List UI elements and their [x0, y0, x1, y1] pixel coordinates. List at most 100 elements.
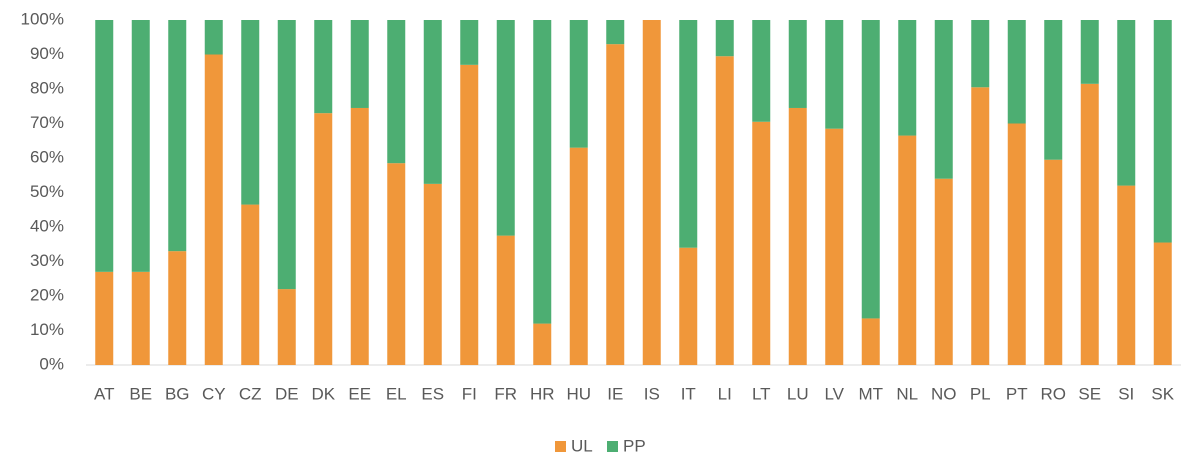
x-tick-label: CZ — [239, 384, 262, 403]
bar-segment — [204, 20, 223, 55]
bar-segment — [314, 20, 333, 114]
bar-segment — [168, 251, 187, 365]
bar-segment — [314, 113, 333, 366]
bar-segment — [496, 235, 515, 365]
y-tick-label: 20% — [30, 285, 64, 304]
bar-segment — [131, 271, 150, 365]
x-tick-label: LV — [824, 384, 844, 403]
bar-segment — [1153, 242, 1172, 365]
bar-segment — [277, 289, 296, 365]
bar-segment — [788, 107, 807, 365]
bar-segment — [825, 128, 844, 365]
x-tick-label: SE — [1078, 384, 1101, 403]
bar-segment — [1117, 20, 1136, 186]
bar-segment — [752, 121, 771, 366]
y-tick-label: 0% — [39, 354, 64, 373]
x-tick-label: AT — [94, 384, 114, 403]
bar-segment — [934, 20, 953, 179]
legend-label: PP — [623, 436, 646, 455]
bar-segment — [752, 20, 771, 122]
x-tick-label: FR — [494, 384, 517, 403]
bar-segment — [679, 20, 698, 248]
bar-segment — [95, 20, 114, 272]
y-tick-label: 90% — [30, 44, 64, 63]
x-tick-label: PT — [1006, 384, 1028, 403]
x-tick-label: SI — [1118, 384, 1134, 403]
bar-segment — [1117, 185, 1136, 365]
bar-segment — [861, 20, 880, 319]
x-tick-label: LI — [718, 384, 732, 403]
bar-segment — [168, 20, 187, 252]
bar-segment — [387, 20, 406, 164]
x-tick-label: MT — [858, 384, 883, 403]
bar-segment — [1044, 159, 1063, 365]
x-tick-label: IT — [681, 384, 696, 403]
bar-segment — [825, 20, 844, 129]
x-tick-label: EL — [386, 384, 407, 403]
y-tick-label: 80% — [30, 78, 64, 97]
bar-segment — [496, 20, 515, 236]
x-tick-label: HR — [530, 384, 555, 403]
bar-segment — [1007, 20, 1026, 124]
bar-segment — [934, 178, 953, 365]
x-tick-label: DE — [275, 384, 299, 403]
x-tick-label: PL — [970, 384, 991, 403]
y-tick-label: 40% — [30, 216, 64, 235]
x-tick-label: IE — [607, 384, 623, 403]
x-tick-label: LT — [752, 384, 771, 403]
x-tick-label: EE — [348, 384, 371, 403]
bar-segment — [861, 318, 880, 365]
x-tick-label: NL — [896, 384, 918, 403]
bar-segment — [277, 20, 296, 290]
x-tick-label: FI — [462, 384, 477, 403]
bar-segment — [1044, 20, 1063, 160]
bar-segment — [1080, 20, 1099, 84]
bar-segment — [350, 107, 369, 365]
bar-segment — [241, 20, 260, 205]
bar-segment — [460, 20, 479, 65]
bar-segment — [569, 20, 588, 148]
bar-segment — [131, 20, 150, 272]
bar-segment — [423, 183, 442, 365]
bar-segment — [679, 247, 698, 365]
bar-segment — [1153, 20, 1172, 243]
bar-segment — [971, 87, 990, 366]
y-tick-label: 10% — [30, 320, 64, 339]
bar-segment — [423, 20, 442, 184]
x-tick-label: CY — [202, 384, 226, 403]
x-tick-label: ES — [421, 384, 444, 403]
x-tick-label: RO — [1041, 384, 1067, 403]
x-tick-label: IS — [644, 384, 660, 403]
x-tick-label: DK — [311, 384, 335, 403]
bar-segment — [642, 20, 661, 365]
legend-label: UL — [571, 436, 593, 455]
y-tick-label: 50% — [30, 182, 64, 201]
bar-segment — [95, 271, 114, 365]
x-tick-label: NO — [931, 384, 957, 403]
bar-segment — [715, 56, 734, 365]
x-tick-label: SK — [1151, 384, 1174, 403]
bar-segment — [971, 20, 990, 88]
bar-segment — [533, 323, 552, 365]
bar-segment — [569, 147, 588, 365]
y-tick-label: 60% — [30, 147, 64, 166]
y-tick-label: 30% — [30, 251, 64, 270]
bar-segment — [788, 20, 807, 108]
y-tick-label: 70% — [30, 113, 64, 132]
bar-segment — [1080, 83, 1099, 365]
bar-segment — [460, 64, 479, 365]
x-tick-label: BG — [165, 384, 190, 403]
x-tick-label: LU — [787, 384, 809, 403]
bar-segment — [606, 44, 625, 366]
bar-segment — [1007, 123, 1026, 365]
bar-segment — [898, 20, 917, 136]
x-tick-label: HU — [566, 384, 591, 403]
bar-segment — [387, 163, 406, 365]
legend-swatch — [555, 441, 566, 452]
bar-segment — [898, 135, 917, 365]
bar-segment — [606, 20, 625, 45]
bar-segment — [204, 54, 223, 365]
legend-swatch — [607, 441, 618, 452]
bar-segment — [350, 20, 369, 108]
